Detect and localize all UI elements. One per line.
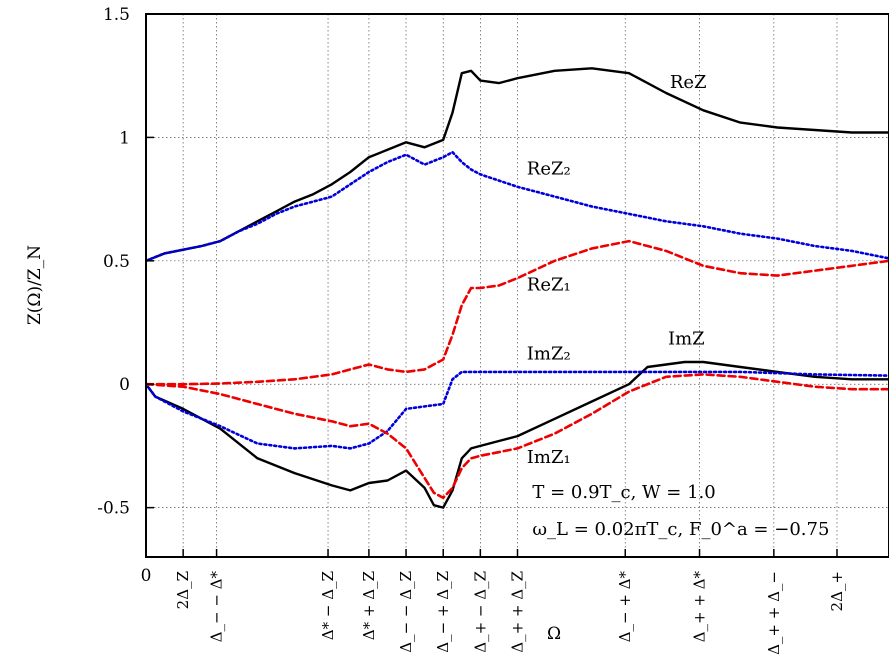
y-tick-label: 1.5 [103,5,130,25]
x-tick-label: 2Δ_+ [828,571,846,611]
annotation-label: ReZ₂ [527,158,571,179]
annotation-label: ReZ [670,72,707,93]
annotation-label: ReZ₁ [527,274,571,295]
annotation-label: ω_L = 0.02πT_c, F_0^a = −0.75 [532,519,829,540]
series-line [146,150,889,263]
x-tick-label: Δ* − Δ_Z [319,571,337,640]
x-tick-label: Δ_+ + Δ_Z [509,571,527,653]
y-tick-label: 0.5 [103,252,130,272]
x-tick-label: 2Δ_Z [174,571,192,609]
series-lines [146,67,889,509]
y-tick-label: 1 [119,128,130,148]
annotation-label: ImZ₁ [527,447,571,468]
y-axis-ticks: 1.5 1 0.5 0 -0.5 [97,5,154,519]
series-line [146,373,889,500]
x-tick-label: Δ_− + Δ* [616,571,634,643]
annotation-label: ImZ₂ [527,344,571,365]
series-line [146,360,889,509]
x-tick-label: Δ_+ − Δ_Z [471,571,489,653]
curve-annotations: ReZ ReZ₂ ReZ₁ ImZ₂ ImZ ImZ₁ T = 0.9T_c, W = 1.… [527,72,830,540]
y-tick-label: -0.5 [97,499,130,519]
x-tick-label: Δ_− − Δ_Z [397,571,415,653]
y-tick-label: 0 [119,375,130,395]
series-line [146,239,889,386]
x-tick-label: Δ_− − Δ* [208,571,226,643]
y-axis-label: Z(Ω)/Z_N [25,245,45,325]
x-tick-label: Δ_+ + Δ_− [765,571,783,655]
x-axis-label: Ω [547,624,561,644]
series-line [146,370,889,450]
x-tick-label: Δ_+ + Δ* [691,571,709,643]
x-tick-label: Δ* + Δ_Z [360,571,378,640]
annotation-label: T = 0.9T_c, W = 1.0 [532,482,715,503]
annotation-label: ImZ [668,329,705,350]
grid-lines [146,13,889,557]
series-line [146,67,889,262]
x-tick-label: 0 [141,566,152,586]
x-tick-label: Δ_− + Δ_Z [434,571,452,653]
x-axis-ticks: 0 2Δ_Z Δ_− − Δ* Δ* − Δ_Z Δ* + Δ_Z Δ_− − Δ_Z Δ_… [141,549,846,655]
